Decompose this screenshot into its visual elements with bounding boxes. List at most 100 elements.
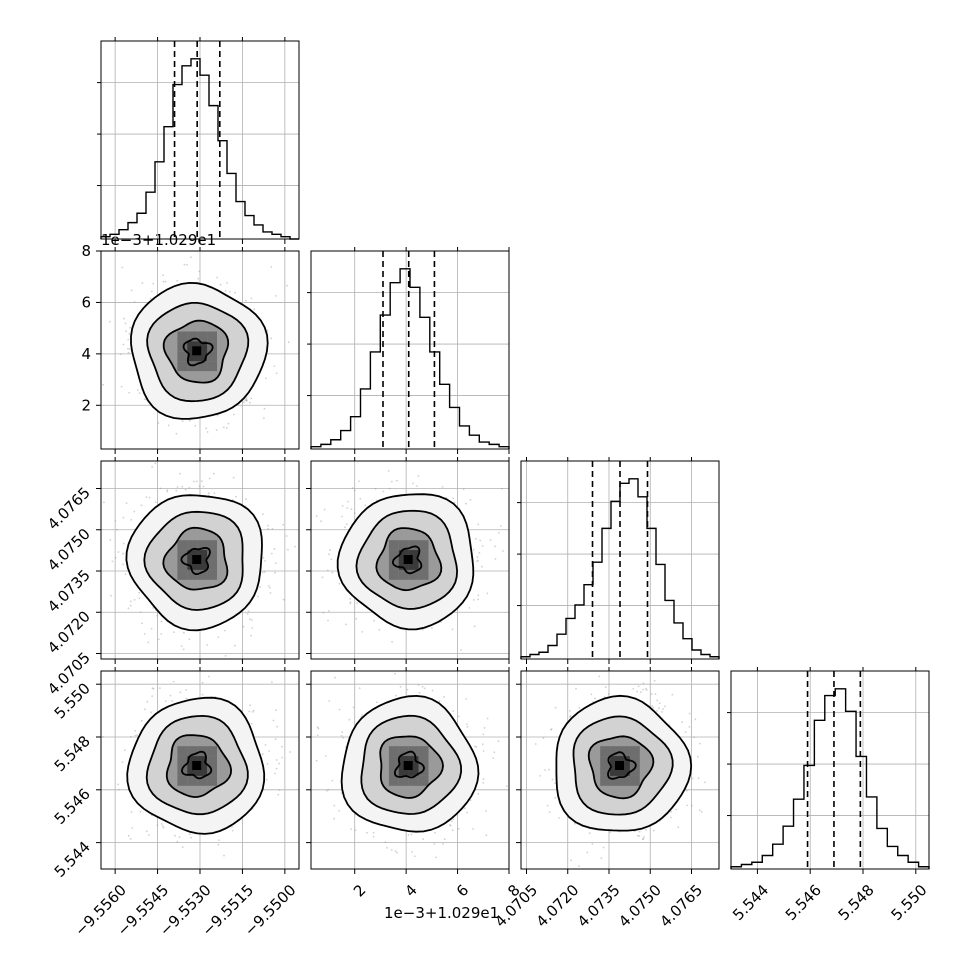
density-bin: [207, 569, 217, 580]
scatter-point: [684, 731, 687, 733]
scatter-point: [109, 320, 111, 323]
scatter-point: [443, 696, 445, 698]
scatter-point: [133, 598, 136, 601]
scatter-point: [481, 545, 484, 547]
density-bin: [197, 341, 208, 352]
scatter-point: [477, 559, 479, 562]
scatter-point: [160, 633, 163, 635]
scatter-point: [424, 687, 426, 690]
scatter-point: [181, 420, 184, 423]
scatter-point: [265, 778, 268, 781]
scatter-point: [207, 675, 210, 678]
panel-p1-vs-p4: −9.5560−9.5545−9.5530−9.5515−9.55005.544…: [51, 667, 300, 940]
scatter-point: [671, 693, 674, 696]
scatter-point: [685, 789, 688, 792]
x-tick-label-p4: 5.550: [887, 881, 930, 924]
contour-line-2: [162, 319, 230, 384]
panel-frame: [310, 670, 510, 870]
scatter-point: [473, 625, 476, 628]
scatter-point: [469, 499, 472, 501]
scatter-point: [274, 571, 276, 574]
scatter-point: [417, 475, 420, 477]
scatter-point: [688, 726, 691, 728]
scatter-point: [670, 810, 673, 813]
scatter-point: [477, 594, 480, 597]
contour-line-0: [555, 694, 693, 832]
panel-frame: [310, 460, 510, 660]
scatter-point: [382, 490, 385, 493]
scatter-point: [325, 755, 327, 757]
panel-p3: [517, 457, 720, 664]
scatter-point: [378, 628, 381, 631]
scatter-point: [361, 631, 364, 633]
scatter-point: [469, 799, 472, 801]
scatter-point: [129, 600, 132, 603]
scatter-point: [262, 513, 264, 516]
scatter-point: [198, 485, 201, 488]
density-bin: [197, 766, 208, 776]
scatter-point: [125, 502, 128, 504]
y-tick-label-p4: 5.544: [51, 838, 94, 881]
contour-line-3: [607, 751, 637, 780]
histogram-p2: [310, 268, 510, 449]
scatter-point: [123, 317, 125, 320]
contour-line-2: [165, 734, 233, 798]
scatter-point: [482, 778, 485, 780]
scatter-point: [278, 762, 280, 765]
scatter-point: [652, 706, 655, 709]
scatter-point: [690, 804, 693, 807]
scatter-point: [546, 804, 549, 807]
scatter-point: [249, 704, 251, 707]
scatter-point: [144, 708, 146, 711]
density-bin: [418, 746, 429, 757]
scatter-point: [141, 282, 144, 284]
scatter-point: [282, 523, 284, 526]
scatter-point: [333, 804, 336, 807]
scatter-point: [130, 735, 132, 738]
scatter-point: [149, 297, 152, 300]
scatter-point: [179, 691, 182, 694]
scatter-point: [395, 694, 397, 697]
scatter-point: [117, 788, 120, 791]
density-peak: [403, 761, 413, 770]
scatter-point: [183, 631, 185, 634]
scatter-point: [340, 792, 343, 794]
scatter-point: [235, 495, 237, 498]
density-bin: [388, 775, 399, 786]
density-bin: [408, 746, 419, 757]
scatter-point: [329, 549, 331, 552]
scatter-point: [638, 830, 641, 833]
scatter-point: [637, 685, 640, 688]
scatter-point: [643, 836, 645, 839]
scatter-point: [452, 818, 455, 821]
scatter-point: [245, 498, 248, 501]
density-bin: [177, 361, 188, 372]
scatter-point: [127, 351, 130, 354]
scatter-point: [103, 501, 105, 504]
scatter-point: [476, 556, 479, 559]
contour-line-0: [126, 696, 266, 835]
density-bin: [408, 540, 419, 551]
scatter-point: [268, 750, 271, 752]
scatter-point: [186, 263, 188, 266]
density-bin: [187, 746, 198, 757]
contour-line-3: [180, 750, 213, 780]
scatter-point: [640, 691, 642, 693]
scatter-point: [697, 777, 700, 780]
density-bin: [197, 540, 208, 551]
scatter-point: [349, 602, 352, 605]
contour-line-3: [180, 546, 211, 575]
density-bin: [207, 756, 217, 766]
scatter-point: [498, 532, 500, 534]
scatter-point: [693, 736, 696, 739]
scatter-point: [700, 810, 703, 813]
scatter-point: [554, 706, 557, 709]
scatter-point: [372, 831, 375, 834]
scatter-point: [441, 486, 444, 488]
contour-line-3: [182, 337, 214, 367]
scatter-point: [122, 552, 124, 555]
density-bin: [610, 766, 620, 776]
scatter-point: [206, 644, 208, 646]
density-bin: [388, 766, 399, 776]
density-bin: [418, 560, 429, 570]
